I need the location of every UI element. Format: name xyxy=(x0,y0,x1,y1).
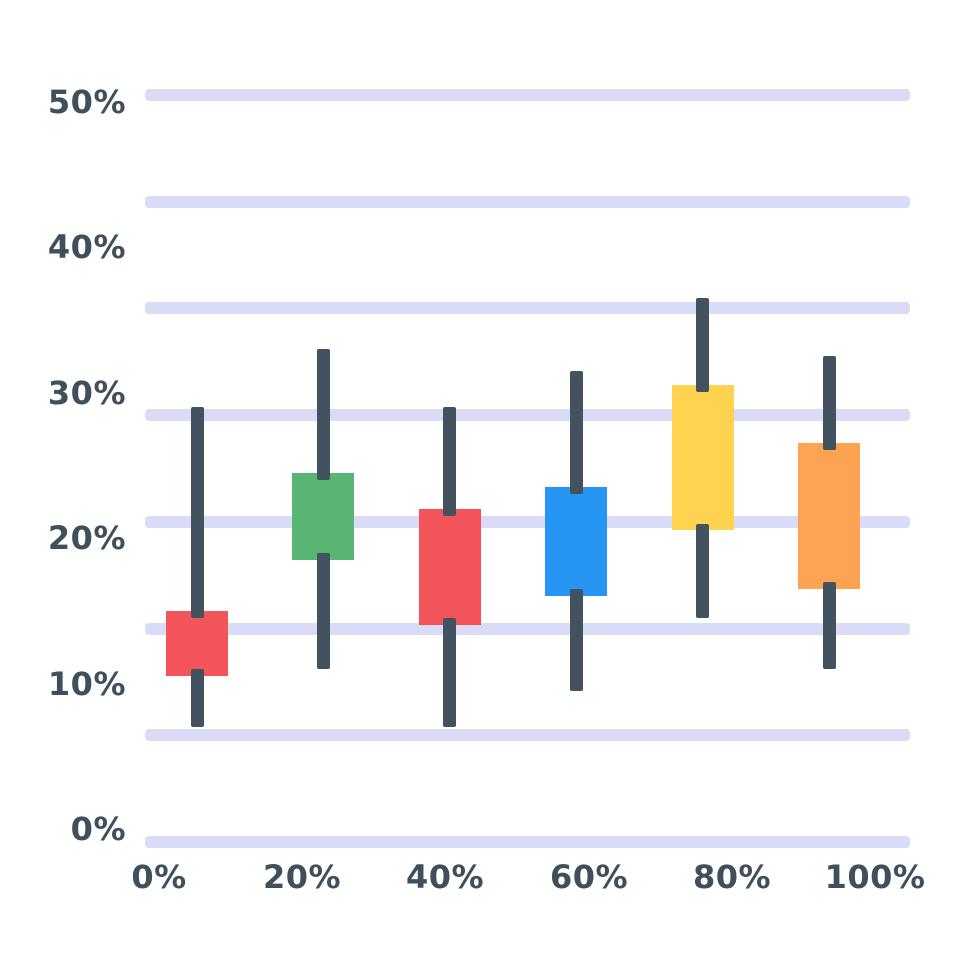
candle-1-upper-wick xyxy=(317,349,330,480)
candle-4-upper-wick xyxy=(696,298,709,392)
y-tick-label-20pct: 20% xyxy=(47,519,126,557)
candle-3-upper-wick xyxy=(570,371,583,494)
x-tick-label-80pct: 80% xyxy=(692,858,772,896)
y-tick-label-50pct: 50% xyxy=(47,83,126,121)
candle-3-body xyxy=(545,487,607,596)
y-tick-label-30pct: 30% xyxy=(47,374,126,412)
x-tick-label-0pct: 0% xyxy=(131,858,187,896)
candle-0-lower-wick xyxy=(191,669,204,727)
candle-1-body xyxy=(292,473,354,560)
gridline-0 xyxy=(145,89,910,101)
y-tick-label-10pct: 10% xyxy=(47,665,126,703)
gridline-3 xyxy=(145,409,910,421)
y-tick-label-40pct: 40% xyxy=(47,228,126,266)
candle-5-lower-wick xyxy=(823,582,836,669)
candle-0-upper-wick xyxy=(191,407,204,618)
gridline-2 xyxy=(145,302,910,314)
x-tick-label-20pct: 20% xyxy=(262,858,342,896)
candle-2-upper-wick xyxy=(443,407,456,516)
gridline-1 xyxy=(145,196,910,208)
candle-5-upper-wick xyxy=(823,356,836,450)
candle-3-lower-wick xyxy=(570,589,583,691)
candle-4-body xyxy=(672,385,734,530)
candle-5-body xyxy=(798,443,860,589)
candle-4-lower-wick xyxy=(696,524,709,618)
x-tick-label-100pct: 100% xyxy=(824,858,926,896)
gridline-5 xyxy=(145,623,910,635)
candle-0-body xyxy=(166,611,228,676)
gridline-4 xyxy=(145,516,910,528)
candle-2-body xyxy=(419,509,481,625)
candle-1-lower-wick xyxy=(317,553,330,669)
candle-2-lower-wick xyxy=(443,618,456,727)
y-tick-label-0pct: 0% xyxy=(70,810,126,848)
x-tick-label-40pct: 40% xyxy=(405,858,485,896)
x-tick-label-60pct: 60% xyxy=(549,858,629,896)
gridline-7 xyxy=(145,836,910,848)
gridline-6 xyxy=(145,729,910,741)
